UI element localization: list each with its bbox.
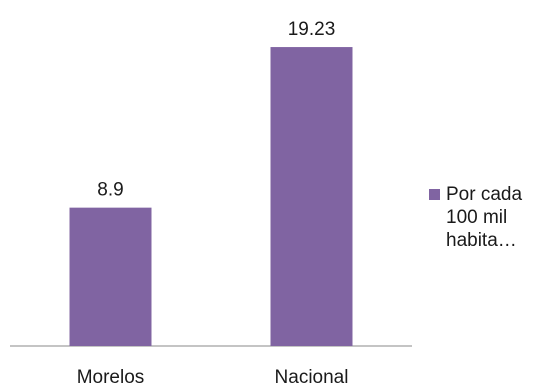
bar-morelos [69,207,152,346]
x-tick-label-morelos: Morelos [77,367,145,388]
data-label-nacional: 19.23 [288,19,336,40]
x-tick-label-nacional: Nacional [275,367,349,388]
bar-nacional [270,47,353,346]
legend-label: Por cada 100 mil habita… [446,184,523,251]
legend-swatch [429,189,440,200]
data-label-morelos: 8.9 [97,180,123,201]
